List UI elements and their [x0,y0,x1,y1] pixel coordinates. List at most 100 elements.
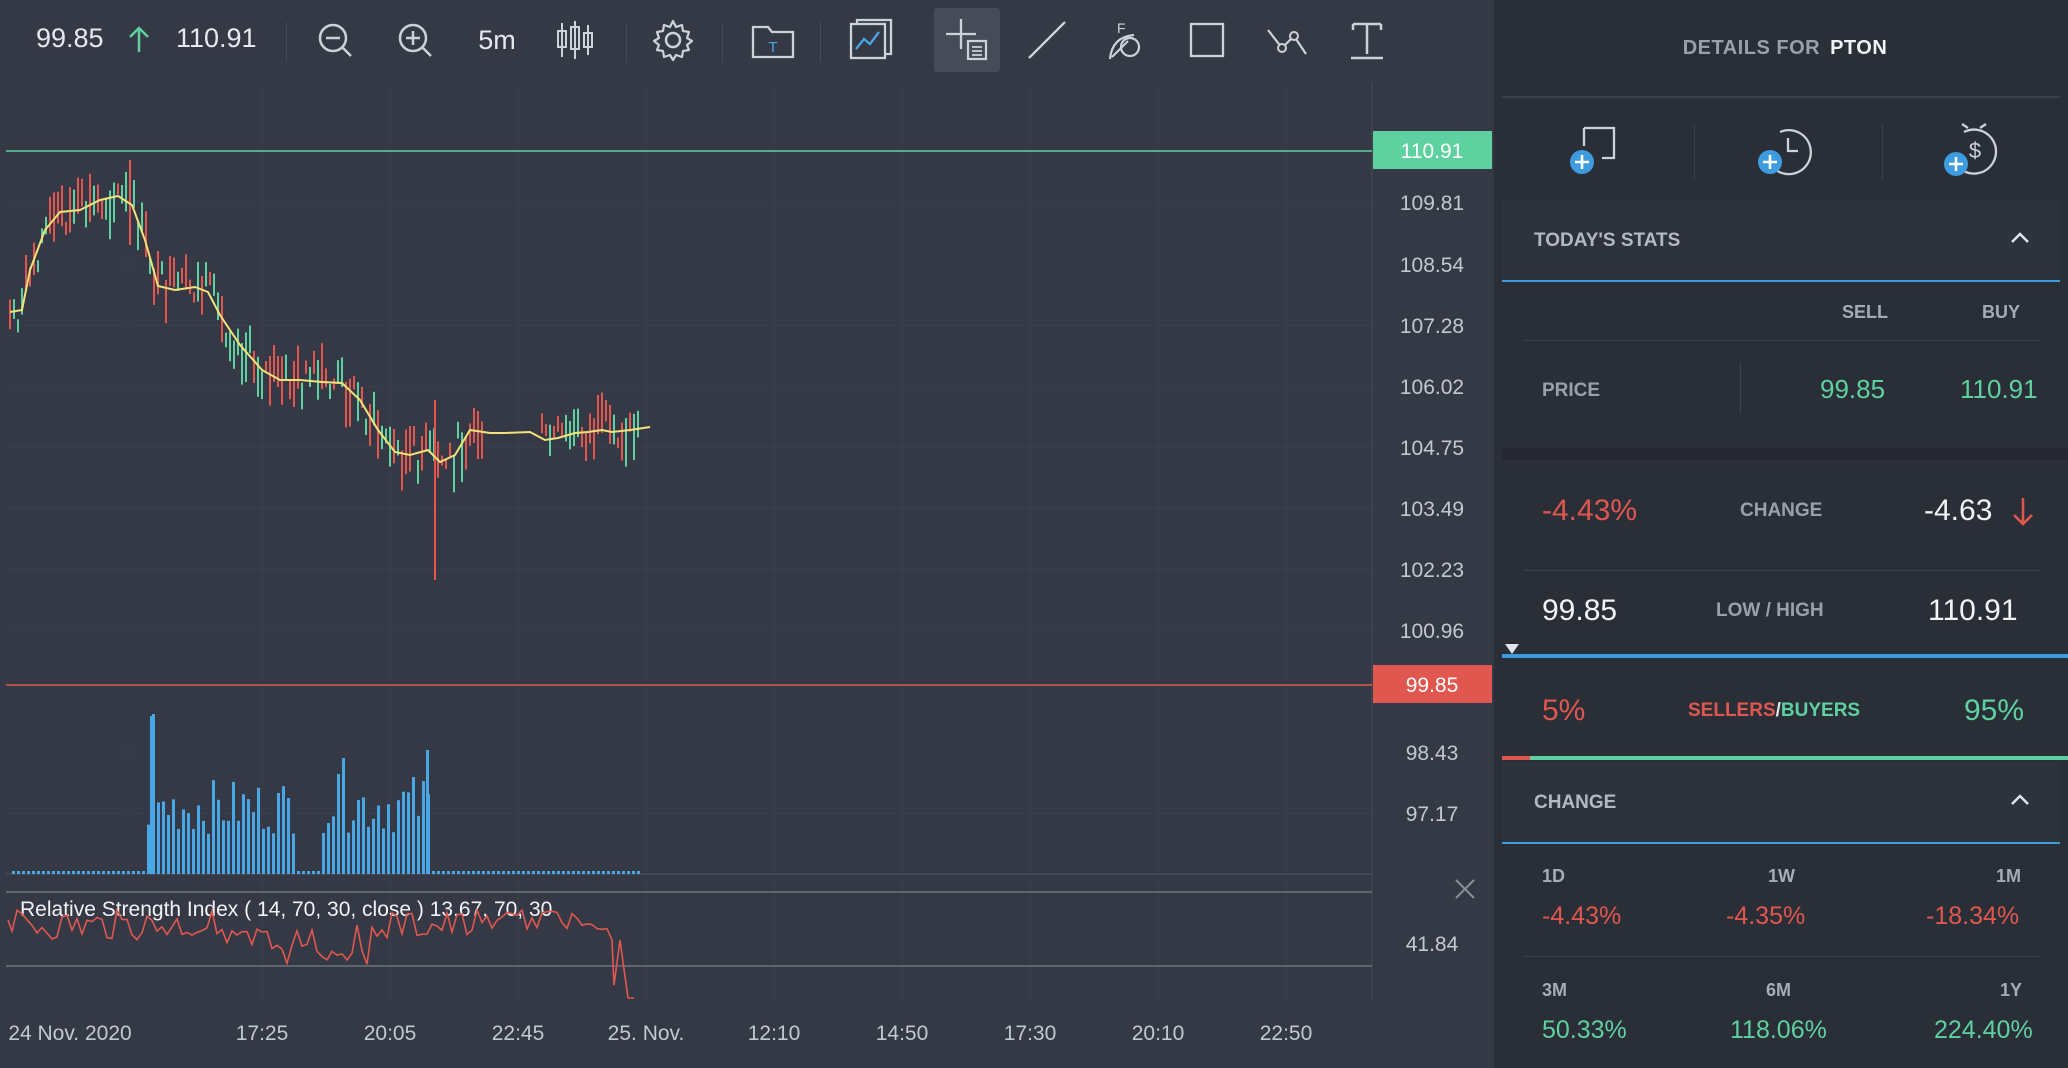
volume-bar [122,871,125,874]
buy-price-tag [1373,131,1492,169]
chart-panel: 99.85 110.91 5m T [0,0,1494,1068]
close-rsi-icon[interactable] [1452,876,1478,907]
period-value-1w: -4.35% [1726,902,1806,930]
add-price-alert-icon[interactable]: $ [1940,120,1998,178]
chevron-up-icon[interactable] [2008,226,2032,250]
change-section-header[interactable]: CHANGE [1502,762,2060,844]
price-tick: 97.17 [1406,803,1459,826]
buyers-label: BUYERS [1780,700,1861,721]
details-header: DETAILS FOR PTON [1502,0,2068,96]
volume-bar [57,871,60,874]
volume-bar [62,871,65,874]
price-chart[interactable]: 109.81 108.54 107.28 106.02 104.75 103.49 102.… [0,80,1494,1068]
volume-bar [547,871,550,874]
volume-bar [72,871,75,874]
volume-bar [137,871,140,874]
crosshair-icon[interactable] [934,8,1000,72]
price-tick: 103.49 [1400,498,1464,521]
triangle-down-icon [1504,642,1520,660]
chart-toolbar: 99.85 110.91 5m T [0,0,1494,80]
volume-bar [567,871,570,874]
volume-bar [462,871,465,874]
timeframe-button[interactable]: 5m [464,8,530,72]
sell-header: SELL [1842,302,1889,322]
template-folder-icon[interactable]: T [740,8,806,72]
polyline-icon[interactable] [1254,8,1320,72]
rsi-label: Relative Strength Index ( 14, 70, 30, cl… [20,898,552,921]
volume-bar [297,871,300,874]
high-value: 110.91 [1928,594,2018,627]
period-value-1d: -4.43% [1542,902,1622,930]
volume-bar [337,774,340,874]
volume-bar [367,826,370,874]
volume-bar [372,818,375,874]
indicators-icon[interactable] [838,8,904,72]
volume-bar [527,871,530,874]
volume-bar [217,799,220,874]
svg-text:$: $ [1969,138,1981,163]
chevron-up-icon[interactable] [2008,788,2032,812]
trendline-icon[interactable] [1014,8,1080,72]
fibonacci-icon[interactable]: F [1094,8,1160,72]
buy-price-tag-label: 110.91 [1401,140,1464,163]
add-order-icon[interactable] [1754,120,1812,178]
volume-bar [267,826,270,874]
volume-bar [497,871,500,874]
price-tick: 98.43 [1406,742,1459,765]
rectangle-icon[interactable] [1174,8,1240,72]
volume-bar [202,820,205,874]
volume-bar [447,871,450,874]
todays-stats-title: TODAY'S STATS [1534,230,1681,251]
volume-bar [552,871,555,874]
details-symbol: PTON [1830,36,1888,59]
volume-bar [97,871,100,874]
volume-bar [532,871,535,874]
time-tick: 14:50 [876,1022,929,1045]
period-value-6m: 118.06% [1730,1016,1827,1044]
sentiment-buyers-fill [1530,756,2068,760]
volume-bar [407,792,410,874]
period-value-3m: 50.33% [1542,1016,1627,1044]
timeframe-label: 5m [478,24,516,55]
volume-bar [232,781,235,874]
period-label-1w: 1W [1768,866,1795,886]
volume-bar [437,871,440,874]
volume-bar [252,812,255,874]
volume-bar [127,871,130,874]
svg-text:F: F [1117,20,1126,36]
volume-bar [572,871,575,874]
volume-bar [177,828,180,874]
period-value-1y: 224.40% [1934,1016,2033,1044]
volume-bar [192,829,195,874]
text-tool-icon[interactable] [1334,8,1400,72]
volume-bar [227,820,230,874]
volume-bar [27,871,30,874]
low-high-label: LOW / HIGH [1716,600,1824,621]
volume-bar [327,823,330,874]
settings-icon[interactable] [640,8,706,72]
sellers-buyers-label: SELLERS/BUYERS [1688,700,1860,722]
volume-bar [167,815,170,874]
volume-bar [237,820,240,874]
volume-bar [522,871,525,874]
volume-bar [182,809,185,874]
volume-bar [482,871,485,874]
volume-bar [142,871,145,874]
volume-bar [147,824,150,874]
zoom-out-icon[interactable] [302,8,368,72]
buy-header: BUY [1982,302,2021,322]
arrow-down-icon [2010,496,2036,533]
volume-bar [342,758,345,874]
add-alert-icon[interactable] [1566,120,1624,178]
volume-bar [272,833,275,874]
volume-bar [377,805,380,874]
buyers-percent: 95% [1964,694,2025,727]
candlestick-icon[interactable] [542,8,608,72]
zoom-in-icon[interactable] [382,8,448,72]
toolbar-sell-price: 99.85 [36,23,104,53]
price-label: PRICE [1542,380,1601,401]
volume-bar [262,828,265,874]
todays-stats-header[interactable]: TODAY'S STATS [1502,200,2060,282]
volume-bar [577,871,580,874]
volume-bar [187,813,190,874]
